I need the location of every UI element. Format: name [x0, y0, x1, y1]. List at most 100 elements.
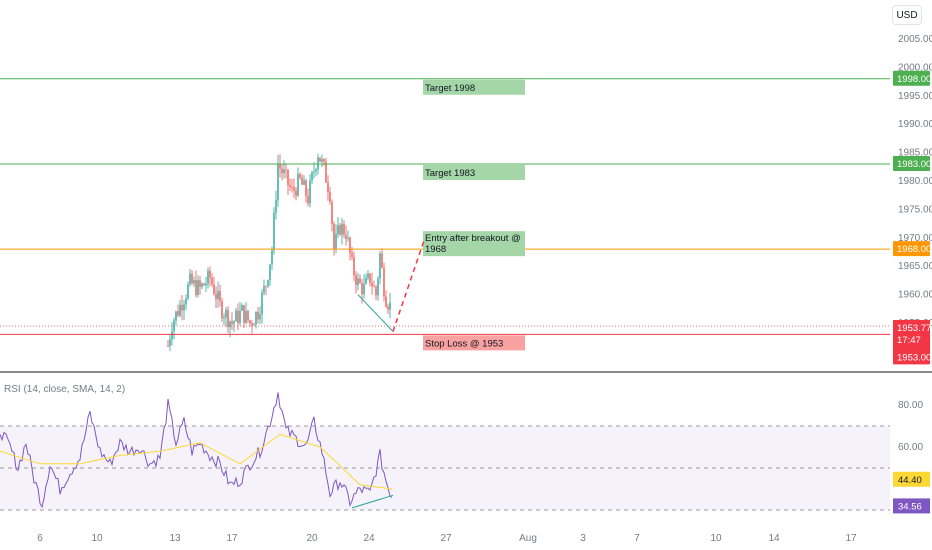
target-1983-axis-badge [893, 155, 930, 171]
candle-body [347, 237, 349, 239]
candle-body [179, 304, 181, 316]
candle-body [321, 159, 323, 162]
rsi-label: RSI (14, close, SMA, 14, 2) [4, 384, 125, 395]
candle-body [201, 283, 203, 287]
candle-body [177, 311, 179, 316]
candle-body [355, 275, 357, 286]
price-tick-label: 1990.00 [898, 119, 932, 130]
target-1998-label-box [423, 79, 525, 95]
currency-button[interactable]: USD [892, 5, 922, 25]
candle-body [257, 312, 259, 320]
candle-body [365, 277, 367, 284]
candle-body [383, 267, 385, 297]
candle-body [351, 253, 353, 258]
candle-body [233, 321, 235, 324]
rsi-tick-label: 60.00 [898, 442, 923, 453]
price-tick-label: 1970.00 [898, 233, 932, 244]
entry-1968-label-line2: 1968 [425, 244, 446, 255]
time-tick-label: 10 [91, 533, 103, 544]
candle-body [239, 310, 241, 324]
rsi-pane: 80.00 60.00 44.40 34.56 [0, 392, 930, 514]
candle-body [193, 280, 195, 284]
candle-body [269, 264, 271, 281]
time-tick-label: Aug [519, 533, 537, 544]
price-axis[interactable]: 2005.00 2000.00 1995.00 1990.00 1985.00 1980.… [893, 34, 932, 365]
candle-body [385, 296, 387, 307]
candle-body [273, 212, 275, 251]
candle-body [349, 237, 351, 254]
candle-body [253, 324, 255, 326]
stop-1953-axis-label: 1953.00 [897, 352, 931, 363]
candle-body [361, 282, 363, 295]
time-tick-label: 27 [440, 533, 452, 544]
countdown-label: 17:47 [897, 335, 921, 346]
target-1983-label-box [423, 164, 525, 180]
candles [167, 153, 391, 352]
target-1998-axis-badge [893, 70, 930, 86]
time-tick-label: 3 [580, 533, 586, 544]
candle-body [241, 305, 243, 311]
time-tick-label: 20 [306, 533, 318, 544]
candle-body [219, 290, 221, 302]
candle-body [379, 253, 381, 279]
candle-body [169, 339, 171, 346]
candle-body [243, 305, 245, 323]
current-price-label: 1953.77 [897, 323, 931, 334]
candle-body [229, 321, 231, 328]
time-tick-label: 6 [37, 533, 43, 544]
price-tick-label: 1975.00 [898, 204, 932, 215]
entry-1968-label: Entry after breakout @ [425, 233, 521, 244]
price-tick-label: 1965.00 [898, 261, 932, 272]
candle-body [299, 174, 301, 178]
candle-body [363, 283, 365, 295]
time-axis[interactable]: 6 10 13 17 20 24 27 Aug 3 7 10 14 17 [37, 533, 857, 544]
candle-body [275, 199, 277, 213]
candle-body [189, 273, 191, 285]
rsi-value-badge [893, 498, 930, 514]
rsi-ma-badge [893, 471, 930, 487]
candle-body [301, 177, 303, 185]
projection-arrow [392, 240, 425, 332]
candle-body [369, 273, 371, 283]
entry-1968-axis-badge [893, 241, 930, 257]
rsi-value: 34.56 [898, 501, 922, 512]
candle-body [261, 292, 263, 315]
annotations [357, 240, 425, 332]
candle-body [197, 280, 199, 296]
candle-body [325, 161, 327, 183]
rsi-divergence-line [351, 494, 394, 509]
price-tick-label: 1985.00 [898, 148, 932, 159]
candle-body [167, 345, 169, 347]
candle-body [271, 250, 273, 265]
target-1983-axis-label: 1983.00 [897, 159, 931, 170]
stop-1953-label: Stop Loss @ 1953 [425, 338, 503, 349]
candle-body [279, 163, 281, 169]
candle-body [311, 172, 313, 181]
candle-body [187, 284, 189, 299]
candle-body [345, 234, 347, 239]
candle-body [289, 185, 291, 188]
candle-body [359, 278, 361, 283]
candle-body [249, 320, 251, 324]
time-tick-label: 17 [845, 533, 857, 544]
candle-body [331, 201, 333, 224]
candle-body [185, 298, 187, 305]
candle-body [213, 284, 215, 295]
candle-body [337, 225, 339, 234]
time-tick-label: 17 [226, 533, 238, 544]
candle-body [267, 280, 269, 287]
candle-body [293, 187, 295, 191]
price-tick-label: 1980.00 [898, 176, 932, 187]
price-tick-label: 2005.00 [898, 34, 932, 45]
candle-body [181, 304, 183, 311]
candle-body [251, 323, 253, 326]
candle-body [225, 309, 227, 318]
candle-body [281, 168, 283, 174]
time-tick-label: 14 [768, 533, 780, 544]
candle-body [381, 253, 383, 268]
candle-body [237, 310, 239, 324]
candle-body [315, 169, 317, 172]
candle-body [265, 286, 267, 287]
candle-body [329, 192, 331, 202]
